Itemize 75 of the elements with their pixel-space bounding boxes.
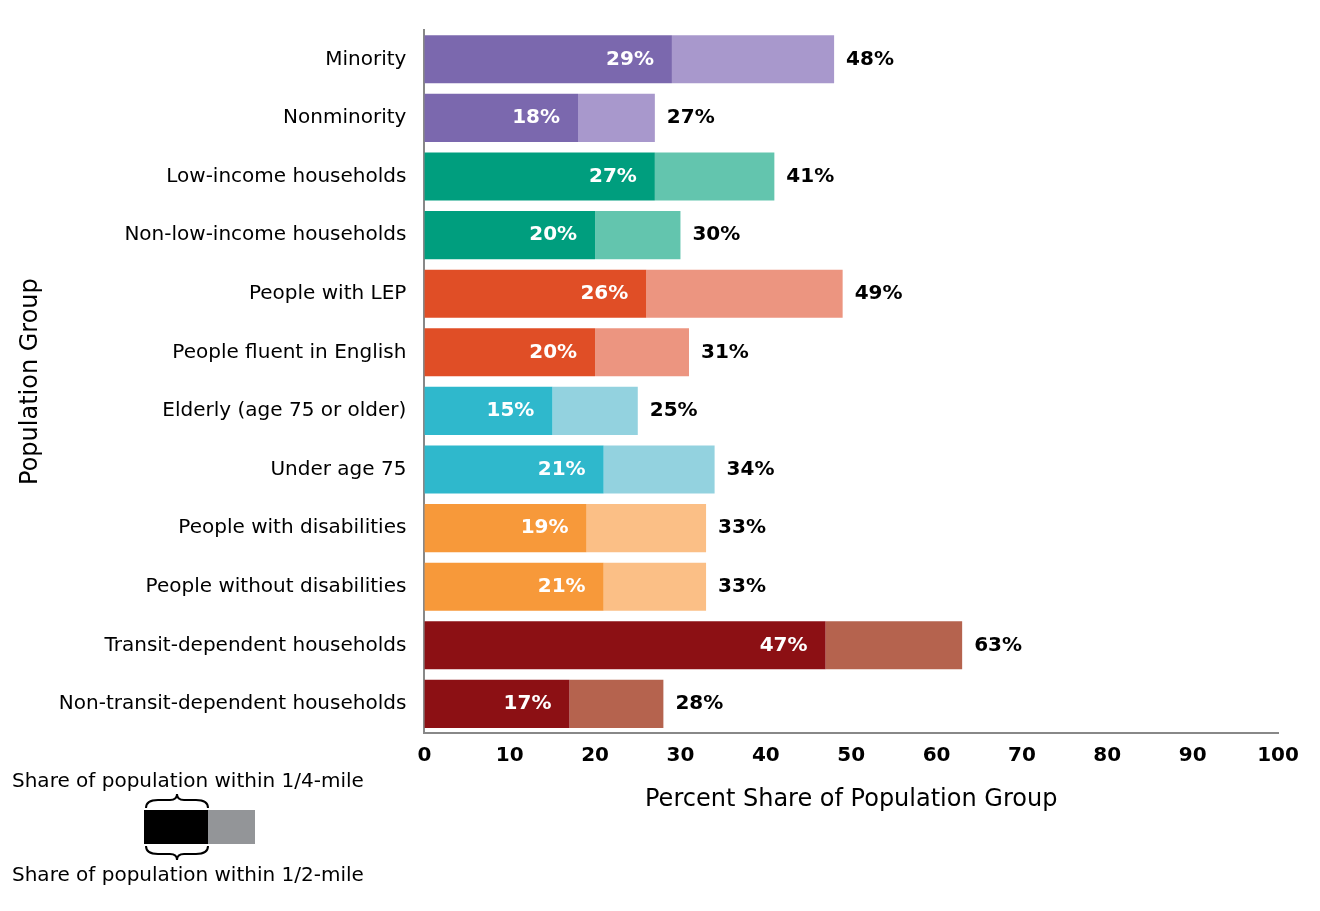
- total-label: 33%: [718, 572, 766, 597]
- bar: [424, 679, 570, 728]
- data-label: 17%: [503, 690, 552, 715]
- bar: [424, 562, 604, 611]
- data-label: 21%: [537, 455, 586, 480]
- bar: [654, 152, 775, 201]
- bar: [595, 211, 681, 260]
- y-tick-label: Transit-dependent households: [103, 631, 407, 656]
- y-tick-label: Under age 75: [270, 455, 407, 480]
- x-tick-label: 100: [1257, 742, 1299, 767]
- data-label: 20%: [529, 221, 578, 246]
- data-label: 20%: [529, 338, 578, 363]
- x-tick-label: 30: [666, 742, 695, 767]
- data-label: 15%: [486, 397, 535, 422]
- bar: [586, 504, 707, 553]
- total-label: 49%: [854, 279, 903, 304]
- y-tick-label: Low-income households: [166, 162, 407, 187]
- bar: [424, 328, 596, 377]
- total-label: 41%: [786, 162, 835, 187]
- bar: [603, 445, 715, 494]
- total-label: 48%: [846, 45, 894, 70]
- y-tick-label: Minority: [325, 45, 407, 70]
- bar: [595, 328, 689, 377]
- bar: [424, 504, 587, 553]
- x-tick-label: 90: [1178, 742, 1207, 767]
- y-tick-label: People with LEP: [248, 279, 407, 304]
- y-tick-label: Non-low-income households: [124, 221, 407, 246]
- bar: [825, 621, 963, 670]
- total-label: 27%: [666, 104, 715, 129]
- x-tick-label: 60: [922, 742, 951, 767]
- data-label: 18%: [512, 104, 561, 129]
- y-tick-label: People without disabilities: [145, 572, 407, 597]
- text: Share of population within 1/4-mile: [12, 768, 364, 792]
- y-tick-label: People with disabilities: [178, 514, 407, 539]
- total-label: 28%: [675, 690, 724, 715]
- bar: [569, 679, 664, 728]
- y-axis-title: Population Group: [14, 278, 43, 485]
- bar: [603, 562, 707, 611]
- bar: [671, 35, 835, 84]
- y-tick-label: Elderly (age 75 or older): [162, 397, 407, 422]
- bar: [424, 93, 579, 142]
- total-label: 63%: [974, 631, 1023, 656]
- data-label: 21%: [537, 572, 586, 597]
- y-tick-label: Non-transit-dependent households: [58, 690, 407, 715]
- x-tick-label: 40: [751, 742, 780, 767]
- x-tick-label: 20: [581, 742, 610, 767]
- data-label: 19%: [520, 514, 569, 539]
- y-tick-label: People fluent in English: [172, 338, 407, 363]
- bar: [424, 211, 596, 260]
- data-label: 27%: [588, 162, 637, 187]
- bar: [424, 386, 553, 435]
- x-tick-label: 70: [1007, 742, 1036, 767]
- bar: [424, 152, 655, 201]
- x-tick-label: 80: [1093, 742, 1122, 767]
- total-label: 33%: [718, 514, 766, 539]
- data-label: 47%: [759, 631, 808, 656]
- total-label: 30%: [692, 221, 741, 246]
- bar: [424, 621, 826, 670]
- bar: [552, 386, 638, 435]
- bar: [424, 269, 647, 318]
- x-tick-label: 0: [417, 742, 432, 767]
- total-label: 34%: [726, 455, 775, 480]
- data-label: 26%: [580, 279, 629, 304]
- y-tick-label: Nonminority: [283, 104, 407, 129]
- total-label: 31%: [700, 338, 749, 363]
- bar: [424, 35, 672, 84]
- x-axis-title: Percent Share of Population Group: [645, 783, 1058, 812]
- x-tick-label: 50: [837, 742, 866, 767]
- bar: [578, 93, 655, 142]
- bar: [424, 445, 604, 494]
- bar: [646, 269, 843, 318]
- text: Share of population within 1/2-mile: [12, 862, 364, 886]
- x-tick-label: 10: [495, 742, 524, 767]
- data-label: 29%: [606, 45, 654, 70]
- total-label: 25%: [649, 397, 698, 422]
